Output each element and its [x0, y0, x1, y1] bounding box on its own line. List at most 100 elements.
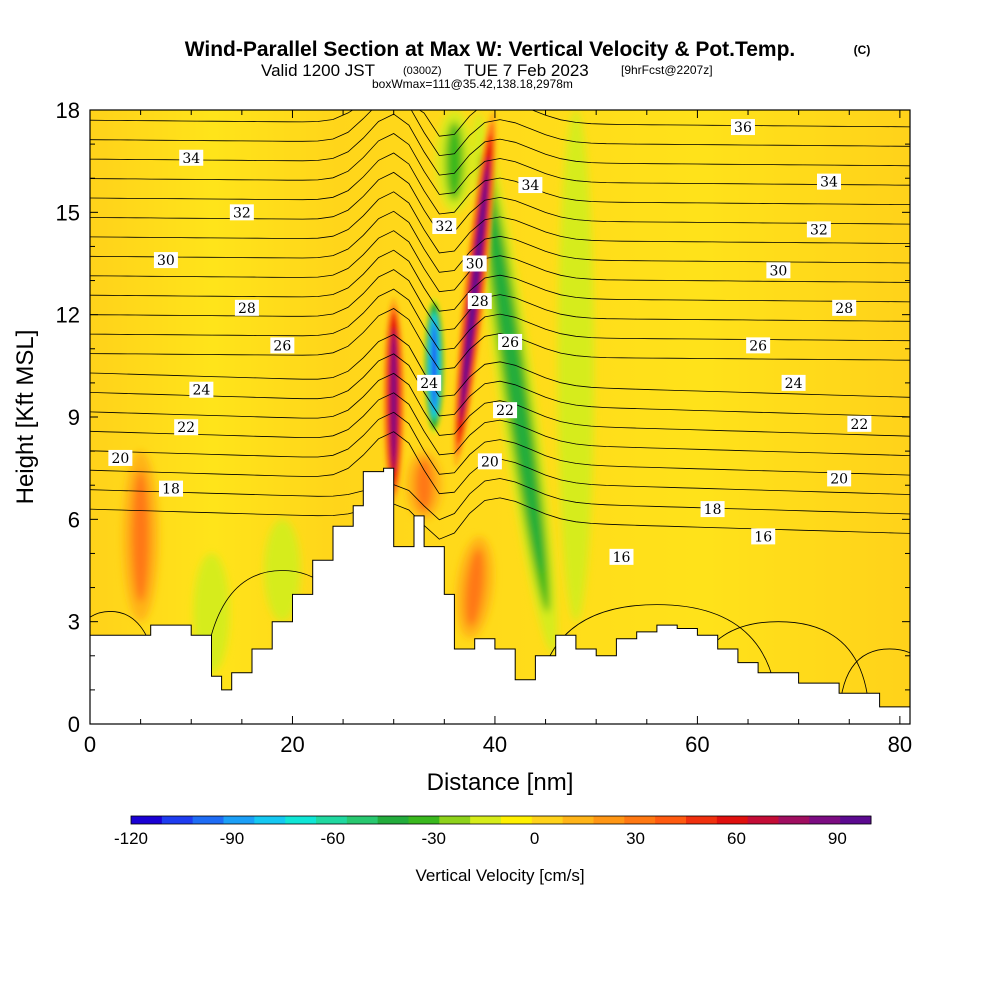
theta-label: 18	[158, 480, 183, 498]
y-tick-label: 18	[56, 98, 80, 123]
colorbar-swatch	[254, 816, 286, 824]
theta-label: 20	[108, 449, 133, 467]
theta-label: 18	[700, 501, 725, 518]
theta-label: 30	[153, 252, 178, 269]
valid-time-label: Valid 1200 JST	[261, 61, 375, 80]
colorbar-swatch	[562, 816, 594, 824]
velocity-feature-downdraft	[473, 112, 558, 654]
colorbar-swatch	[377, 816, 409, 824]
theta-label-text: 30	[769, 263, 787, 279]
colorbar-swatch	[192, 816, 224, 824]
colorbar-frame	[130, 815, 872, 825]
colorbar-swatch	[809, 816, 841, 824]
theta-label: 26	[498, 333, 523, 351]
theta-label-text: 32	[233, 205, 251, 221]
theta-label-text: 22	[850, 417, 868, 433]
theta-label: 34	[179, 149, 204, 167]
forecast-label: [9hrFcst@2207z]	[621, 63, 713, 77]
valid-date-label: TUE 7 Feb 2023	[464, 61, 589, 80]
colorbar-swatch	[501, 816, 533, 824]
theta-label-text: 24	[785, 376, 803, 392]
theta-label-text: 28	[471, 294, 489, 310]
theta-label: 32	[229, 204, 254, 221]
y-tick-label: 0	[68, 712, 80, 737]
colorbar-swatch	[716, 816, 749, 824]
theta-contour	[90, 288, 910, 351]
y-tick-label: 15	[56, 200, 80, 225]
theta-label-text: 18	[704, 502, 722, 518]
theta-label: 28	[467, 293, 492, 310]
theta-label: 34	[518, 177, 543, 194]
velocity-band	[131, 470, 150, 603]
colorbar-tick-label: -90	[220, 829, 245, 848]
theta-label-text: 28	[238, 301, 256, 317]
y-axis-title: Height [Kft MSL]	[12, 330, 39, 505]
velocity-band	[445, 121, 464, 201]
theta-label: 24	[189, 381, 214, 399]
theta-label: 16	[609, 548, 634, 566]
velocity-feature-updraft	[456, 536, 494, 639]
theta-contour	[90, 110, 910, 137]
theta-contour	[90, 249, 910, 312]
theta-contour	[90, 334, 910, 398]
theta-label-text: 20	[481, 454, 499, 470]
theta-contour	[838, 648, 910, 724]
colorbar-swatch	[439, 816, 471, 824]
theta-label-text: 30	[157, 253, 175, 269]
y-tick-label: 6	[68, 507, 80, 532]
velocity-feature-updraft	[122, 451, 159, 622]
colorbar-title: Vertical Velocity [cm/s]	[415, 866, 584, 885]
theta-label-text: 24	[192, 383, 210, 399]
theta-label: 28	[832, 299, 857, 317]
colorbar-swatch	[747, 816, 779, 824]
theta-label: 32	[806, 221, 831, 238]
theta-label-text: 32	[435, 219, 453, 235]
theta-label: 24	[417, 374, 442, 392]
colorbar-tick-label: 0	[530, 829, 539, 848]
velocity-feature-updraft	[406, 451, 443, 520]
colorbar-swatch	[624, 816, 656, 824]
terrain-mask	[90, 467, 910, 724]
theta-contour	[90, 110, 910, 157]
colorbar-swatch	[161, 816, 194, 824]
x-tick-label: 20	[280, 732, 304, 757]
colorbar-tick-label: 90	[828, 829, 847, 848]
theta-label: 36	[730, 119, 755, 136]
colorbar-swatch	[531, 816, 564, 824]
theta-label-text: 32	[810, 222, 828, 238]
theta-label-text: 22	[177, 420, 195, 436]
theta-label-text: 26	[273, 338, 291, 354]
colorbar-swatch	[778, 816, 810, 824]
velocity-band	[487, 193, 543, 573]
theta-label: 20	[477, 453, 502, 470]
theta-contour	[90, 210, 910, 273]
theta-label-text: 24	[420, 376, 438, 392]
theta-label-text: 20	[830, 471, 848, 487]
theta-label: 30	[766, 262, 791, 279]
theta-label-text: 28	[835, 301, 853, 317]
theta-label: 26	[270, 337, 295, 354]
colorbar-swatch	[470, 816, 502, 824]
y-tick-label: 3	[68, 610, 80, 635]
theta-contour	[90, 478, 910, 521]
theta-contour	[90, 392, 910, 456]
theta-label: 34	[817, 173, 842, 191]
theta-contour	[90, 133, 910, 195]
theta-contour	[90, 191, 910, 254]
theta-contour	[90, 152, 910, 215]
chart-title-unit: (C)	[854, 43, 871, 57]
colorbar-swatch	[316, 816, 348, 824]
theta-label-text: 18	[162, 482, 180, 498]
theta-label-text: 20	[111, 451, 129, 467]
colorbar-swatch	[840, 816, 872, 824]
colorbar	[130, 815, 872, 825]
colorbar-swatch	[131, 816, 163, 824]
box-wmax-label: boxWmax=111@35.42,138.18,2978m	[372, 77, 573, 91]
theta-label: 30	[462, 255, 487, 273]
x-tick-label: 60	[685, 732, 709, 757]
theta-label-text: 26	[749, 338, 767, 354]
theta-contour	[90, 171, 910, 234]
velocity-band	[415, 458, 434, 512]
chart-title: Wind-Parallel Section at Max W: Vertical…	[185, 38, 796, 61]
colorbar-swatch	[223, 816, 255, 824]
